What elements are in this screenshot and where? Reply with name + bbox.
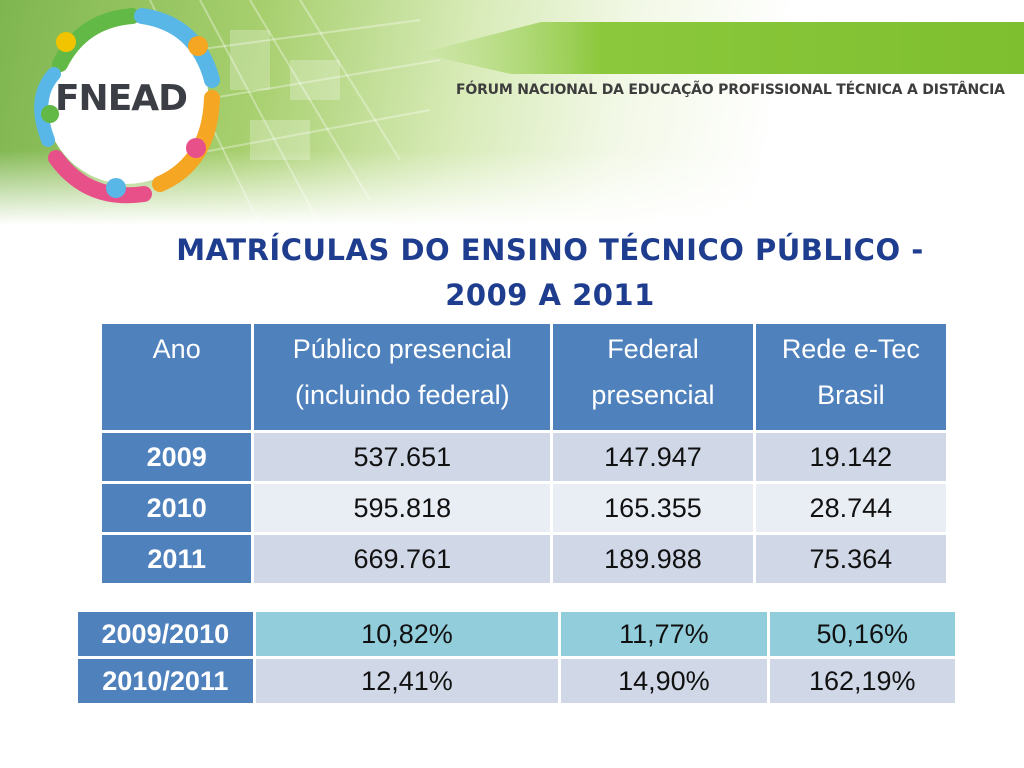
header-publico-presencial: Público presencial (incluindo federal)	[251, 321, 554, 433]
slide-title-line-1: MATRÍCULAS DO ENSINO TÉCNICO PÚBLICO -	[176, 233, 924, 267]
header-federal-presencial: Federal presencial	[550, 321, 756, 433]
header-etec-line-2: Brasil	[817, 380, 885, 410]
federal-cell: 165.355	[550, 481, 756, 535]
etec-growth-cell: 162,19%	[766, 656, 958, 706]
header-ano: Ano	[98, 321, 255, 433]
forum-title: FÓRUM NACIONAL DA EDUCAÇÃO PROFISSIONAL …	[456, 82, 1005, 98]
table-row: 2009 537.651 147.947 19.142	[98, 430, 950, 484]
year-cell: 2011	[98, 532, 255, 586]
header-banner: FNEAD FÓRUM NACIONAL DA EDUCAÇÃO PROFISS…	[0, 0, 1024, 225]
header-etec-line-1: Rede e-Tec	[781, 334, 920, 364]
publico-growth-cell: 10,82%	[252, 609, 562, 659]
header-federal-line-2: presencial	[591, 380, 715, 410]
enrollment-table-header-row: Ano Público presencial (incluindo federa…	[98, 321, 950, 433]
header-publico-line-2: (incluindo federal)	[294, 380, 510, 410]
federal-growth-cell: 14,90%	[558, 656, 770, 706]
header-ano-label: Ano	[152, 334, 201, 364]
year-cell: 2010	[98, 481, 255, 535]
header-rede-etec: Rede e-Tec Brasil	[752, 321, 950, 433]
growth-table: 2009/2010 10,82% 11,77% 50,16% 2010/2011…	[75, 609, 958, 706]
etec-cell: 19.142	[752, 430, 950, 484]
slide-title-line-2: 2009 A 2011	[445, 278, 655, 312]
federal-cell: 147.947	[550, 430, 756, 484]
table-row: 2010/2011 12,41% 14,90% 162,19%	[75, 656, 958, 706]
publico-growth-cell: 12,41%	[252, 656, 562, 706]
period-cell: 2010/2011	[75, 656, 256, 706]
year-cell: 2009	[98, 430, 255, 484]
federal-growth-cell: 11,77%	[558, 609, 770, 659]
federal-cell: 189.988	[550, 532, 756, 586]
etec-cell: 28.744	[752, 481, 950, 535]
table-row: 2009/2010 10,82% 11,77% 50,16%	[75, 609, 958, 659]
table-row: 2011 669.761 189.988 75.364	[98, 532, 950, 586]
logo-text: FNEAD	[54, 78, 188, 119]
fnead-logo-icon	[34, 8, 220, 204]
green-header-band	[420, 22, 1024, 74]
etec-cell: 75.364	[752, 532, 950, 586]
publico-cell: 595.818	[251, 481, 554, 535]
publico-cell: 669.761	[251, 532, 554, 586]
publico-cell: 537.651	[251, 430, 554, 484]
enrollment-table: Ano Público presencial (incluindo federa…	[98, 321, 950, 586]
table-row: 2010 595.818 165.355 28.744	[98, 481, 950, 535]
header-federal-line-1: Federal	[607, 334, 699, 364]
period-cell: 2009/2010	[75, 609, 256, 659]
header-publico-line-1: Público presencial	[292, 334, 512, 364]
slide-title: MATRÍCULAS DO ENSINO TÉCNICO PÚBLICO - 2…	[120, 228, 980, 318]
etec-growth-cell: 50,16%	[766, 609, 958, 659]
